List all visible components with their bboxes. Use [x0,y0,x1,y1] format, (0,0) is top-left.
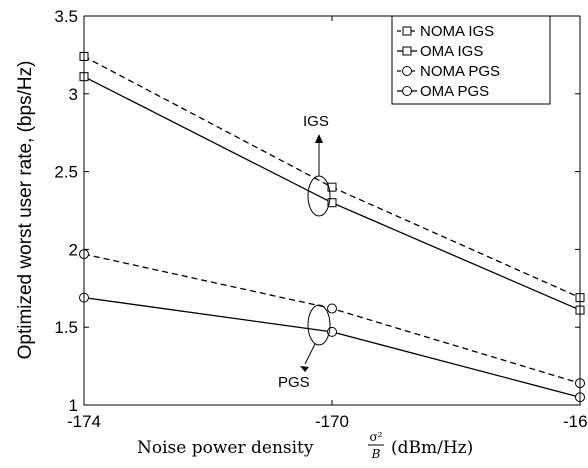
legend-marker-oma-igs [402,46,412,56]
legend-label-noma-igs: NOMA IGS [420,23,494,40]
legend-label-oma-pgs: OMA PGS [420,83,489,100]
data-point-noma-pgs [327,303,337,314]
x-axis-label-fraction-denominator: B [371,447,381,461]
igs-arrow-head [315,134,323,143]
pgs-label: PGS [278,374,310,391]
legend: NOMA IGS OMA IGS NOMA PGS OMA PGS [391,15,551,105]
x-axis: -174 -170 -166 [67,16,588,431]
pgs-arrow-head [300,366,309,372]
data-point-noma-igs [327,182,337,192]
x-tick-label: -174 [67,412,101,431]
legend-marker-oma-pgs [402,86,412,96]
legend-label-noma-pgs: NOMA PGS [420,63,500,80]
y-tick-label: 1 [69,396,78,415]
y-tick-label: 2 [69,240,78,259]
x-axis-label: Noise power density σ² B (dBm/Hz) [137,430,473,461]
igs-annotation: IGS [303,113,331,217]
y-tick-label: 1.5 [54,318,78,337]
legend-items: NOMA IGS OMA IGS NOMA PGS OMA PGS [397,23,500,100]
series-line-noma-pgs [83,253,581,384]
legend-box [391,15,551,105]
chart-marks [79,51,585,403]
y-axis-label: Optimized worst user rate, (bps/Hz) [15,61,36,360]
legend-label-oma-igs: OMA IGS [420,43,483,60]
pgs-annotation: PGS [278,304,331,391]
y-tick-label: 3 [69,85,78,104]
pgs-ellipse [307,304,331,346]
y-axis: 1 1.5 2 2.5 3 3.5 [54,7,580,415]
y-tick-label: 2.5 [54,163,78,182]
igs-label: IGS [303,113,329,130]
x-axis-label-text: Noise power density [137,438,314,458]
y-tick-label: 3.5 [54,7,78,26]
legend-marker-noma-pgs [402,66,412,76]
pgs-arrow-line [304,343,316,365]
x-axis-label-fraction-numerator: σ² [369,430,382,444]
legend-marker-noma-igs [402,26,412,36]
x-tick-label: -166 [563,412,588,431]
x-axis-label-unit: (dBm/Hz) [391,438,473,458]
series-line-oma-igs [83,76,581,311]
x-tick-label: -170 [315,412,349,431]
data-point-oma-igs [327,198,337,208]
